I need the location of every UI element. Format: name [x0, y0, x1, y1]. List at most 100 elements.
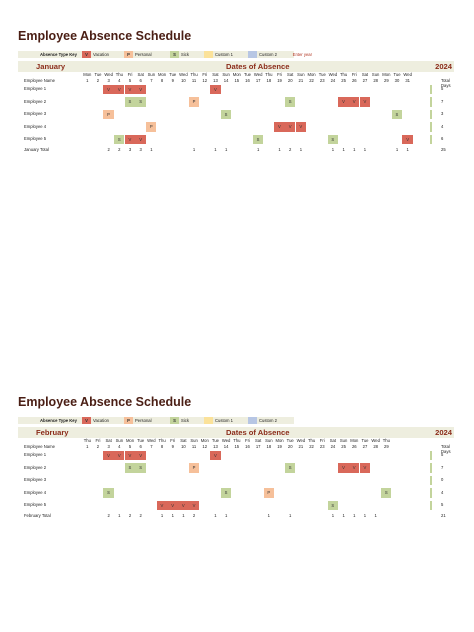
absence-mark[interactable]: S — [124, 463, 136, 473]
absence-mark[interactable]: V — [210, 84, 221, 94]
day-number: 1 — [86, 77, 89, 83]
employee-name[interactable]: Employee 5 — [24, 502, 47, 508]
day-of-week: Thu — [340, 72, 348, 77]
absence-mark[interactable]: S — [327, 134, 339, 145]
day-number: 18 — [266, 443, 272, 449]
day-number: 1 — [86, 443, 89, 449]
month-total-row: January Total 2 2 3 3 1 1 1 1 1 1 2 1 1 1 1 1 1 1 25 — [18, 146, 446, 154]
absence-mark[interactable]: V — [284, 122, 296, 132]
total-indicator — [430, 97, 432, 107]
absence-mark[interactable]: S — [327, 500, 339, 511]
absence-mark[interactable]: V — [178, 500, 189, 511]
absence-mark[interactable]: V — [124, 450, 136, 460]
absence-mark[interactable]: S — [124, 97, 136, 107]
absence-mark[interactable]: S — [135, 463, 146, 473]
day-of-week: Thu — [158, 438, 166, 443]
day-total: 1 — [331, 512, 335, 518]
absence-mark[interactable]: V — [359, 463, 371, 473]
day-total: 1 — [278, 146, 281, 152]
absence-grid: Thu Fri Sat Sun Mon Tue Wed Thu Fri Sat Sun Mon Tue W… — [18, 438, 451, 520]
employee-name[interactable]: Employee 2 — [24, 98, 47, 104]
absence-mark[interactable]: S — [220, 109, 232, 120]
absence-mark[interactable]: V — [349, 463, 360, 473]
sheet-title: Employee Absence Schedule — [18, 395, 192, 409]
day-of-week: Wed — [147, 438, 156, 443]
absence-mark[interactable]: P — [146, 122, 157, 132]
absence-mark[interactable]: V — [103, 450, 114, 460]
absence-mark[interactable]: V — [167, 500, 178, 511]
employee-name[interactable]: Employee 1 — [24, 452, 47, 457]
absence-mark[interactable]: V — [210, 450, 221, 460]
key-label: Absence Type Key — [40, 52, 77, 57]
absence-mark[interactable]: S — [284, 463, 296, 473]
absence-mark[interactable]: S — [220, 488, 232, 498]
day-number: 7 — [150, 77, 153, 83]
key-swatch — [204, 417, 213, 424]
day-number: 2 — [96, 77, 100, 83]
key-label: Absence Type Key — [40, 418, 77, 423]
absence-mark[interactable]: V — [114, 450, 125, 460]
employee-name[interactable]: Employee 1 — [24, 86, 47, 91]
absence-mark[interactable]: S — [391, 109, 403, 120]
absence-mark[interactable]: S — [381, 488, 392, 498]
key-swatch: P — [124, 417, 133, 424]
day-of-week: Wed — [403, 72, 412, 77]
day-total: 1 — [192, 146, 196, 152]
day-of-week: Fri — [170, 438, 176, 443]
absence-mark[interactable]: V — [338, 97, 349, 107]
day-number: 23 — [319, 443, 325, 449]
absence-mark[interactable]: V — [402, 134, 413, 145]
day-of-week: Sun — [297, 72, 305, 77]
employee-row: Employee 4 S S P S 4 — [18, 487, 443, 500]
absence-mark[interactable]: V — [135, 134, 146, 145]
absence-mark[interactable]: V — [274, 122, 285, 132]
employee-name[interactable]: Employee 3 — [24, 477, 47, 483]
absence-mark[interactable]: P — [188, 463, 200, 473]
year-input[interactable]: 2024 — [435, 428, 452, 437]
absence-mark[interactable]: V — [295, 122, 306, 132]
absence-mark[interactable]: P — [263, 488, 274, 498]
absence-mark[interactable]: S — [252, 134, 264, 145]
absence-mark[interactable]: V — [349, 97, 360, 107]
day-of-week: Sun — [339, 438, 348, 443]
month-header: February Dates of Absence 2024 — [18, 427, 454, 438]
absence-mark[interactable]: V — [135, 84, 146, 94]
day-of-week: Thu — [83, 438, 91, 443]
year-input[interactable]: 2024 — [435, 62, 452, 71]
day-of-week: Tue — [243, 72, 252, 77]
day-total: 2 — [107, 146, 110, 152]
absence-mark[interactable]: V — [103, 84, 114, 94]
key-swatch: S — [170, 417, 179, 424]
month-name[interactable]: January — [36, 62, 66, 71]
employee-name[interactable]: Employee 3 — [24, 111, 47, 117]
month-name[interactable]: February — [36, 428, 69, 437]
employee-name[interactable]: Employee 2 — [24, 464, 47, 470]
employee-name[interactable]: Employee 5 — [24, 136, 47, 142]
day-total: 3 — [139, 146, 142, 152]
absence-mark[interactable]: V — [338, 463, 349, 473]
absence-mark[interactable]: S — [284, 97, 296, 107]
absence-mark[interactable]: P — [103, 109, 114, 120]
absence-mark[interactable]: V — [156, 500, 168, 511]
day-total: 1 — [224, 146, 228, 152]
absence-mark[interactable]: S — [135, 97, 146, 107]
schedule-sheet: Employee Absence Schedule Absence Type Ke… — [18, 28, 454, 154]
absence-mark[interactable]: S — [103, 488, 114, 498]
employee-total-days: 3 — [441, 111, 444, 117]
day-of-week-row: Mon Tue Wed Thu Fri Sat Sun Mon Tue Wed Thu Fri Sat S… — [18, 72, 434, 78]
absence-mark[interactable]: V — [188, 500, 200, 511]
day-of-week: Sun — [115, 438, 124, 443]
absence-mark[interactable]: V — [124, 134, 136, 145]
day-number: 12 — [202, 77, 208, 83]
key-type-name: Sick — [181, 52, 189, 57]
absence-mark[interactable]: S — [114, 134, 125, 145]
employee-name[interactable]: Employee 4 — [24, 489, 47, 495]
absence-mark[interactable]: P — [188, 97, 200, 107]
absence-mark[interactable]: V — [114, 84, 125, 94]
absence-mark[interactable]: V — [359, 97, 371, 107]
day-of-week: Tue — [318, 72, 326, 77]
absence-mark[interactable]: V — [124, 84, 136, 94]
absence-mark[interactable]: V — [135, 450, 146, 460]
employee-name[interactable]: Employee 4 — [24, 123, 47, 129]
